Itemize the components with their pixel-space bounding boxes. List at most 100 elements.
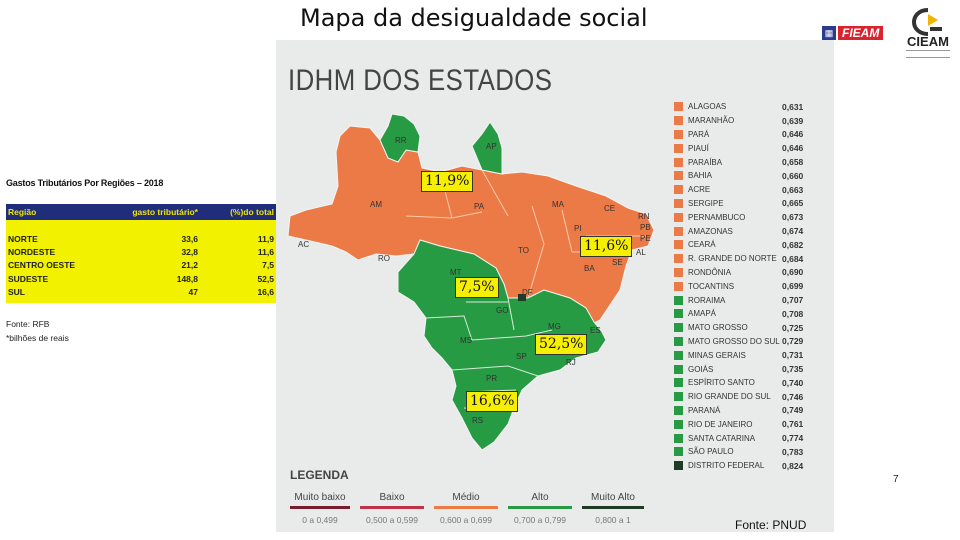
legend-state-value: 0,658 (782, 157, 804, 168)
legend-state-name: PARÁ (688, 129, 710, 139)
legend-state-value: 0,725 (782, 322, 804, 333)
legend-state-name: PARAÍBA (688, 157, 723, 167)
label-ap: AP (486, 142, 497, 151)
scale-baixo: Baixo 0,500 a 0,599 (360, 492, 424, 525)
legend-state-name: PIAUÍ (688, 143, 709, 153)
legend-state-name: MATO GROSSO DO SUL (688, 336, 780, 346)
legend-state-name: SÃO PAULO (688, 447, 734, 457)
label-rn: RN (638, 212, 650, 221)
legend-state-name: AMAPÁ (688, 309, 717, 319)
state-rr-shape (379, 113, 421, 163)
label-ce: CE (604, 204, 616, 213)
legend-state-name: DISTRITO FEDERAL (688, 461, 765, 471)
legend-state-name: MATO GROSSO (688, 323, 748, 333)
label-pi: PI (574, 224, 582, 233)
legend-swatch (674, 323, 683, 333)
region-medio-shape (287, 125, 655, 325)
legend-state-value: 0,746 (782, 391, 804, 402)
legend-swatch (674, 392, 683, 402)
legend-swatch (674, 171, 683, 181)
legend-row: TOCANTINS 0,699 (674, 279, 810, 293)
label-rs: RS (472, 416, 484, 425)
legend-row: PARANÁ 0,749 (674, 404, 810, 418)
legend-swatch (674, 281, 683, 291)
legend-swatch (674, 405, 683, 415)
cieam-emblem-icon (911, 8, 942, 36)
state-ap-shape (471, 121, 503, 175)
legend-state-value: 0,646 (782, 129, 804, 140)
callout-centro-oeste: 7,5% (455, 277, 499, 298)
legend-state-name: SANTA CATARINA (688, 433, 756, 443)
page-number: 7 (893, 474, 899, 485)
label-pa: PA (474, 202, 485, 211)
state-borders-north (405, 169, 646, 299)
label-am: AM (370, 200, 382, 209)
legend-row: PERNAMBUCO 0,673 (674, 210, 810, 224)
label-mg: MG (548, 322, 561, 331)
legend-state-value: 0,660 (782, 170, 804, 181)
callout-norte: 11,9% (421, 171, 474, 192)
legend-row: ACRE 0,663 (674, 183, 810, 197)
legend-row: MINAS GERAIS 0,731 (674, 348, 810, 362)
legend-state-value: 0,729 (782, 336, 804, 347)
legend-swatch (674, 226, 683, 236)
label-ac: AC (298, 240, 310, 249)
legend-state-value: 0,824 (782, 460, 804, 471)
legend-state-name: ACRE (688, 185, 711, 195)
legend-swatch (674, 143, 683, 153)
legend-swatch (674, 336, 683, 346)
label-mt: MT (450, 268, 462, 277)
legend-row: MATO GROSSO DO SUL 0,729 (674, 335, 810, 349)
idhm-map-panel: IDHM DOS ESTADOS RR AP AM PA MA CE RN PB… (276, 40, 834, 532)
legend-swatch (674, 198, 683, 208)
legend-row: RIO GRANDE DO SUL 0,746 (674, 390, 810, 404)
legend-row: PARÁ 0,646 (674, 128, 810, 142)
tax-table-source: Fonte: RFB *bilhões de reais (6, 318, 69, 343)
legend-swatch (674, 433, 683, 443)
legend-swatch (674, 116, 683, 126)
label-ro: RO (378, 254, 390, 263)
callout-nordeste: 11,6% (580, 236, 633, 257)
legend-row: SERGIPE 0,665 (674, 197, 810, 211)
legend-row: SÃO PAULO 0,783 (674, 445, 810, 459)
label-pr: PR (486, 374, 498, 383)
legend-swatch (674, 461, 683, 471)
label-se: SE (612, 258, 623, 267)
legend-state-value: 0,639 (782, 115, 804, 126)
legend-row: MATO GROSSO 0,725 (674, 321, 810, 335)
legend-state-value: 0,690 (782, 267, 804, 278)
legend-state-value: 0,749 (782, 405, 804, 416)
legend-state-name: BAHIA (688, 171, 713, 181)
legend-swatch (674, 295, 683, 305)
header-region: Região (8, 207, 37, 217)
legend-state-name: MARANHÃO (688, 116, 735, 126)
legend-row: AMAPÁ 0,708 (674, 307, 810, 321)
header-spend: gasto tributário* (132, 207, 198, 217)
table-row: SUL 47 16,6 (6, 285, 276, 303)
table-row: NORDESTE 32,8 11,6 (6, 245, 276, 259)
legend-state-name: PARANÁ (688, 405, 721, 415)
legend-row: MARANHÃO 0,639 (674, 114, 810, 128)
fieam-logo: ▦ FIEAM (822, 26, 900, 40)
legend-row: PIAUÍ 0,646 (674, 141, 810, 155)
legend-state-name: RORAIMA (688, 295, 726, 305)
label-pe: PE (640, 234, 651, 243)
legend-state-value: 0,707 (782, 295, 804, 306)
legend-row: RORAIMA 0,707 (674, 293, 810, 307)
legend-state-name: SERGIPE (688, 198, 724, 208)
fieam-logo-text: FIEAM (838, 26, 884, 40)
legend-state-value: 0,783 (782, 446, 804, 457)
header-pct: (%)do total (230, 207, 274, 217)
map-heading: IDHM DOS ESTADOS (288, 64, 553, 97)
legend-state-value: 0,663 (782, 184, 804, 195)
legend-state-name: RIO GRANDE DO SUL (688, 392, 771, 402)
legend-swatch (674, 378, 683, 388)
brazil-map (287, 113, 655, 451)
fieam-emblem-icon: ▦ (822, 26, 836, 40)
legend-state-value: 0,682 (782, 239, 804, 250)
legend-swatch (674, 309, 683, 319)
tax-table-header: Região gasto tributário* (%)do total (6, 204, 276, 220)
legend-state-name: CEARÁ (688, 240, 716, 250)
state-df-shape (518, 294, 526, 301)
legend-swatch (674, 157, 683, 167)
